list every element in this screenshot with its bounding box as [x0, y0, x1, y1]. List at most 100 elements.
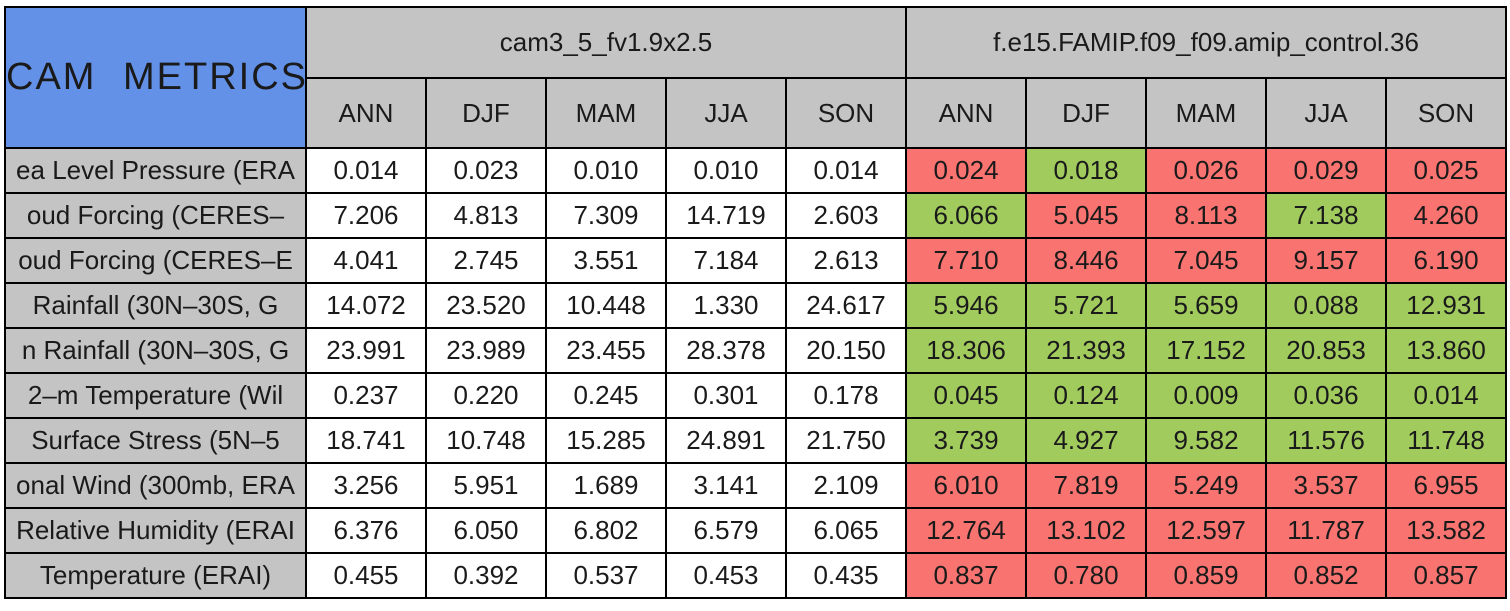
metric-value: 0.023: [425, 147, 547, 194]
row-label: oud Forcing (CERES–: [4, 192, 307, 239]
metric-value: 18.741: [305, 417, 427, 464]
table-row: oud Forcing (CERES–E 4.041 2.745 3.551 7…: [4, 237, 1508, 284]
metric-value: 0.088: [1265, 282, 1388, 329]
metric-value: 24.891: [665, 417, 787, 464]
season-header-jja: JJA: [665, 77, 787, 149]
metric-value: 0.036: [1265, 372, 1388, 419]
row-label: oud Forcing (CERES–E: [4, 237, 307, 284]
row-label: ea Level Pressure (ERA: [4, 147, 307, 194]
metric-value: 3.551: [545, 237, 667, 284]
table-row: Temperature (ERAI) 0.455 0.392 0.537 0.4…: [4, 552, 1508, 599]
metric-value: 0.852: [1265, 552, 1388, 599]
season-header-mam: MAM: [1145, 77, 1268, 149]
metric-value: 0.857: [1385, 552, 1508, 599]
metric-value: 20.150: [784, 327, 908, 374]
metric-value: 8.113: [1145, 192, 1268, 239]
metric-value: 6.050: [425, 507, 547, 554]
metric-value: 0.178: [784, 372, 908, 419]
metric-value: 5.721: [1025, 282, 1148, 329]
metric-value: 0.009: [1145, 372, 1268, 419]
table-row: Rainfall (30N–30S, G 14.072 23.520 10.44…: [4, 282, 1508, 329]
metric-value: 5.946: [905, 282, 1028, 329]
model-header-row: CAM METRICS cam3_5_fv1.9x2.5 f.e15.FAMIP…: [4, 6, 1508, 149]
metric-value: 0.025: [1385, 147, 1508, 194]
season-header-mam: MAM: [545, 77, 667, 149]
metric-value: 7.184: [665, 237, 787, 284]
metric-value: 11.748: [1385, 417, 1508, 464]
metric-value: 4.260: [1385, 192, 1508, 239]
season-header-son: SON: [784, 77, 908, 149]
table-row: 2–m Temperature (Wil 0.237 0.220 0.245 0…: [4, 372, 1508, 419]
metric-value: 0.453: [665, 552, 787, 599]
metric-value: 0.859: [1145, 552, 1268, 599]
metric-value: 14.719: [665, 192, 787, 239]
metric-value: 5.249: [1145, 462, 1268, 509]
metric-value: 1.330: [665, 282, 787, 329]
metric-value: 0.014: [1385, 372, 1508, 419]
metric-value: 4.041: [305, 237, 427, 284]
metric-value: 12.764: [905, 507, 1028, 554]
metric-value: 0.780: [1025, 552, 1148, 599]
metric-value: 28.378: [665, 327, 787, 374]
table-row: oud Forcing (CERES– 7.206 4.813 7.309 14…: [4, 192, 1508, 239]
metric-value: 0.024: [905, 147, 1028, 194]
metric-value: 0.245: [545, 372, 667, 419]
model-2-name: f.e15.FAMIP.f09_f09.amip_control.36: [905, 6, 1508, 79]
row-label: Relative Humidity (ERAI: [4, 507, 307, 554]
metric-value: 2.603: [784, 192, 908, 239]
metric-value: 9.582: [1145, 417, 1268, 464]
metric-value: 0.018: [1025, 147, 1148, 194]
metric-value: 6.066: [905, 192, 1028, 239]
season-header-djf: DJF: [1025, 77, 1148, 149]
metric-value: 2.745: [425, 237, 547, 284]
metric-value: 5.659: [1145, 282, 1268, 329]
metric-value: 0.301: [665, 372, 787, 419]
table-row: ea Level Pressure (ERA 0.014 0.023 0.010…: [4, 147, 1508, 194]
metric-value: 3.537: [1265, 462, 1388, 509]
metric-value: 23.520: [425, 282, 547, 329]
metric-value: 0.435: [784, 552, 908, 599]
metric-value: 0.124: [1025, 372, 1148, 419]
metric-value: 7.309: [545, 192, 667, 239]
table-row: n Rainfall (30N–30S, G 23.991 23.989 23.…: [4, 327, 1508, 374]
metric-value: 0.837: [905, 552, 1028, 599]
metric-value: 7.710: [905, 237, 1028, 284]
metric-value: 0.045: [905, 372, 1028, 419]
model-1-name: cam3_5_fv1.9x2.5: [304, 6, 908, 79]
metric-value: 0.014: [305, 147, 427, 194]
season-header-son: SON: [1385, 77, 1508, 149]
season-header-row: ANN DJF MAM JJA SON ANN DJF MAM JJA SON: [5, 77, 1508, 149]
row-label: Surface Stress (5N–5: [4, 417, 307, 464]
metrics-table: CAM METRICS cam3_5_fv1.9x2.5 f.e15.FAMIP…: [4, 6, 1508, 599]
metric-value: 0.026: [1145, 147, 1268, 194]
metric-value: 6.376: [305, 507, 427, 554]
metric-value: 10.448: [545, 282, 667, 329]
metric-value: 6.190: [1385, 237, 1508, 284]
metric-value: 7.819: [1025, 462, 1148, 509]
season-header-jja: JJA: [1265, 77, 1388, 149]
row-label: Temperature (ERAI): [4, 552, 307, 599]
metric-value: 0.010: [545, 147, 667, 194]
metric-value: 1.689: [545, 462, 667, 509]
metric-value: 5.951: [425, 462, 547, 509]
metric-value: 0.237: [305, 372, 427, 419]
metric-value: 7.206: [305, 192, 427, 239]
season-header-ann: ANN: [305, 77, 427, 149]
metric-value: 3.141: [665, 462, 787, 509]
metric-value: 13.102: [1025, 507, 1148, 554]
row-label: Rainfall (30N–30S, G: [4, 282, 307, 329]
table-title: CAM METRICS: [4, 6, 307, 149]
metric-value: 4.927: [1025, 417, 1148, 464]
metric-value: 6.010: [905, 462, 1028, 509]
metric-value: 0.220: [425, 372, 547, 419]
metric-value: 4.813: [425, 192, 547, 239]
metric-value: 10.748: [425, 417, 547, 464]
row-label: n Rainfall (30N–30S, G: [4, 327, 307, 374]
table-row: onal Wind (300mb, ERA 3.256 5.951 1.689 …: [4, 462, 1508, 509]
metric-value: 8.446: [1025, 237, 1148, 284]
metric-value: 0.010: [665, 147, 787, 194]
metric-value: 23.991: [305, 327, 427, 374]
metric-value: 0.014: [784, 147, 908, 194]
metric-value: 12.597: [1145, 507, 1268, 554]
season-header-ann: ANN: [905, 77, 1028, 149]
